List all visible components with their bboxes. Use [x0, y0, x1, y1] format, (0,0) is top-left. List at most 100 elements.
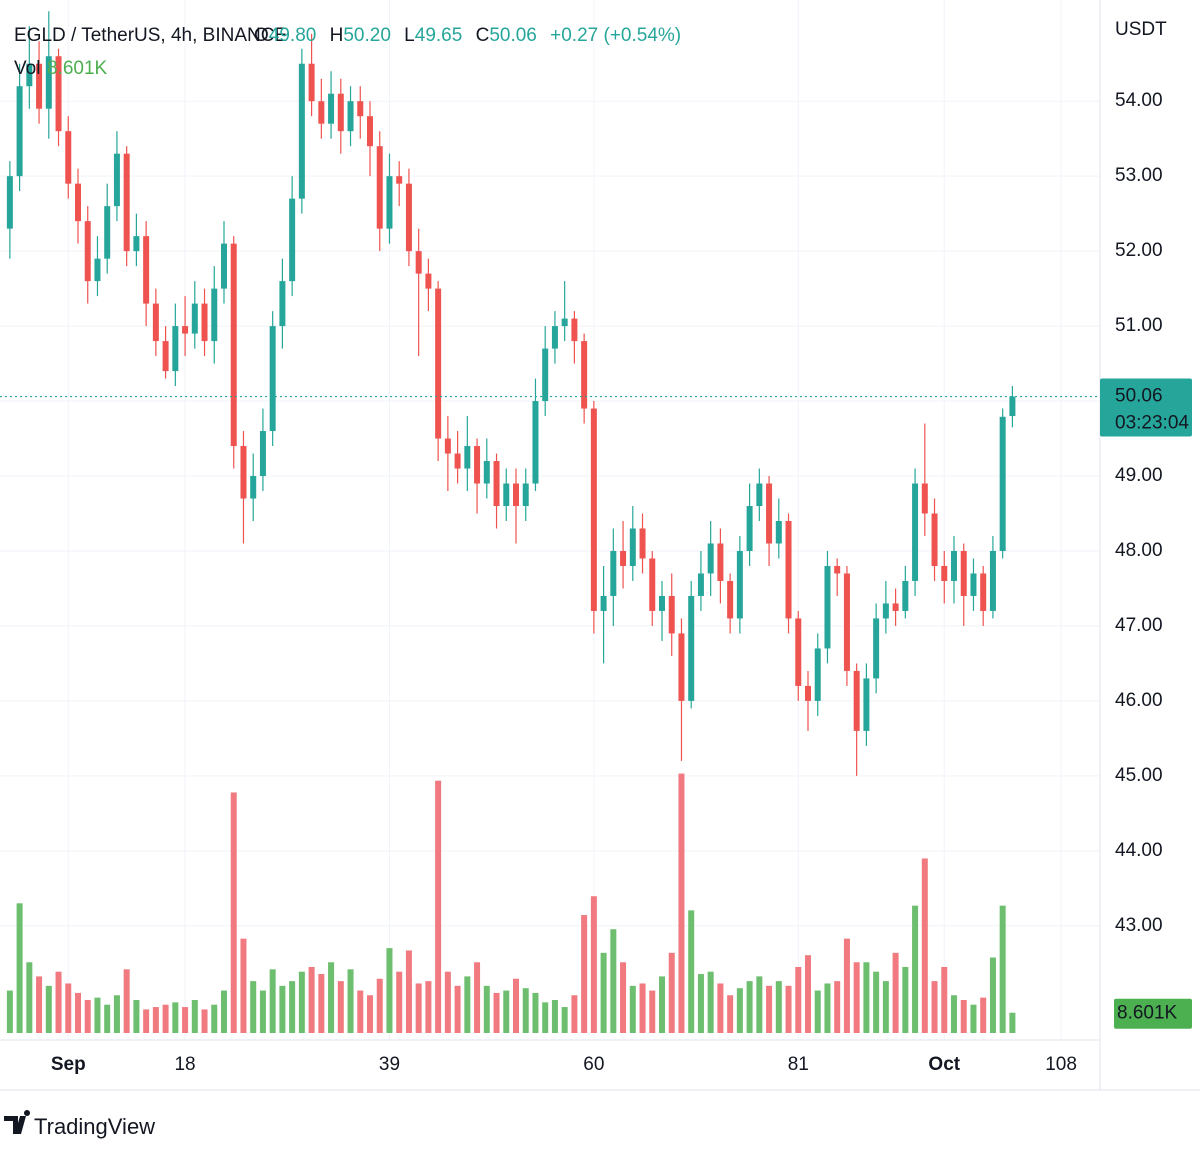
candle-body — [75, 183, 81, 222]
y-tick-label: 44.00 — [1115, 840, 1163, 861]
volume-bar — [425, 981, 432, 1033]
candle-body — [814, 648, 821, 701]
candle-body — [113, 153, 120, 207]
candle-body — [756, 483, 763, 507]
volume-bar — [191, 999, 198, 1033]
volume-bar — [123, 969, 130, 1033]
candle-body — [45, 56, 52, 109]
candle-body — [941, 565, 948, 581]
volume-bar — [221, 990, 227, 1033]
candle-body — [435, 288, 442, 439]
candle-body — [347, 101, 354, 132]
volume-bar — [75, 992, 81, 1033]
volume-bar — [561, 1007, 568, 1033]
ohlc: O49.80 H50.20 L49.65 C50.06 +0.27 (+0.54… — [254, 25, 681, 46]
volume-bar — [659, 976, 665, 1033]
volume-bar — [376, 978, 383, 1033]
candle-body — [590, 408, 597, 611]
candle-body — [795, 618, 802, 686]
candle-body — [1009, 396, 1016, 417]
volume-bar — [6, 990, 13, 1033]
candle-body — [415, 251, 422, 274]
volume-bar — [775, 981, 782, 1033]
symbol: EGLD / TetherUS, 4h, BINANCE — [14, 25, 287, 46]
x-tick-label: 108 — [1045, 1054, 1077, 1075]
volume-bar — [551, 999, 558, 1033]
candle-body — [191, 303, 198, 334]
candle-body — [834, 565, 841, 574]
candle-body — [104, 206, 111, 259]
last-price-label: 50.06 — [1115, 386, 1163, 407]
volume-bar — [201, 1009, 208, 1033]
volume-bar — [483, 985, 490, 1033]
volume-bar — [162, 1004, 169, 1033]
candle-body — [425, 273, 432, 289]
l-key: L — [404, 25, 415, 46]
volume-bar — [250, 981, 257, 1033]
volume-bar — [45, 985, 52, 1033]
candle-body — [620, 550, 627, 566]
candle-body — [697, 573, 704, 596]
volume-bar — [269, 969, 276, 1033]
volume-bar — [182, 1007, 189, 1033]
volume-bar — [824, 983, 831, 1033]
candle-body — [298, 63, 305, 199]
candle-body — [328, 93, 335, 124]
volume-bar — [328, 962, 335, 1033]
candle-body — [94, 258, 101, 282]
candle-body — [269, 326, 276, 432]
candle-body — [172, 326, 179, 372]
volume-bar — [941, 966, 948, 1033]
volume-bar — [230, 792, 237, 1033]
volume-bar — [133, 999, 140, 1033]
candle-body — [551, 326, 558, 349]
volume-bar — [863, 962, 870, 1033]
volume-bar — [386, 948, 393, 1033]
volume-bar — [999, 905, 1006, 1033]
candle-body — [230, 243, 237, 447]
volume-bar — [522, 988, 529, 1033]
volume-bar — [65, 983, 72, 1033]
candle-body — [386, 176, 393, 229]
candle-body — [240, 446, 247, 499]
volume-bar — [980, 997, 987, 1033]
y-tick-label: 45.00 — [1115, 765, 1163, 786]
volume-bar — [678, 773, 685, 1033]
volume-bar — [581, 915, 588, 1033]
candle-body — [250, 476, 257, 499]
volume-bar — [542, 1002, 549, 1033]
candle-body — [123, 153, 130, 252]
candle-body — [960, 550, 967, 596]
candle-body — [367, 116, 373, 147]
volume-bar — [1009, 1012, 1016, 1033]
volume-bar — [766, 985, 773, 1033]
volume-bar — [113, 995, 120, 1033]
volume-bar — [259, 990, 266, 1033]
candle-body — [405, 183, 412, 252]
y-tick-label: 53.00 — [1115, 165, 1163, 186]
volume-bar — [16, 903, 23, 1033]
watermark-text: TradingView — [34, 1114, 155, 1139]
candle-body — [970, 573, 977, 596]
x-tick-label: 60 — [583, 1054, 604, 1075]
candle-body — [162, 341, 169, 372]
volume-bar — [405, 950, 412, 1033]
candle-body — [746, 506, 753, 551]
volume-bar — [960, 999, 967, 1033]
candle-body — [259, 431, 266, 477]
candle-body — [464, 446, 471, 469]
candle-body — [736, 550, 743, 619]
x-tick-label: Sep — [51, 1054, 86, 1075]
candle-body — [853, 670, 860, 731]
vol-key: Vol — [14, 58, 40, 79]
candle-body — [999, 416, 1006, 551]
volume-bar — [892, 952, 899, 1033]
volume-bar — [474, 962, 481, 1033]
volume-box — [1114, 998, 1192, 1029]
candle-body — [766, 483, 773, 544]
candle-body — [65, 131, 72, 184]
volume-bar — [756, 976, 763, 1033]
candle-body — [951, 550, 957, 581]
h-val: 50.20 — [343, 25, 391, 46]
vol-val: 8.601K — [47, 58, 108, 79]
